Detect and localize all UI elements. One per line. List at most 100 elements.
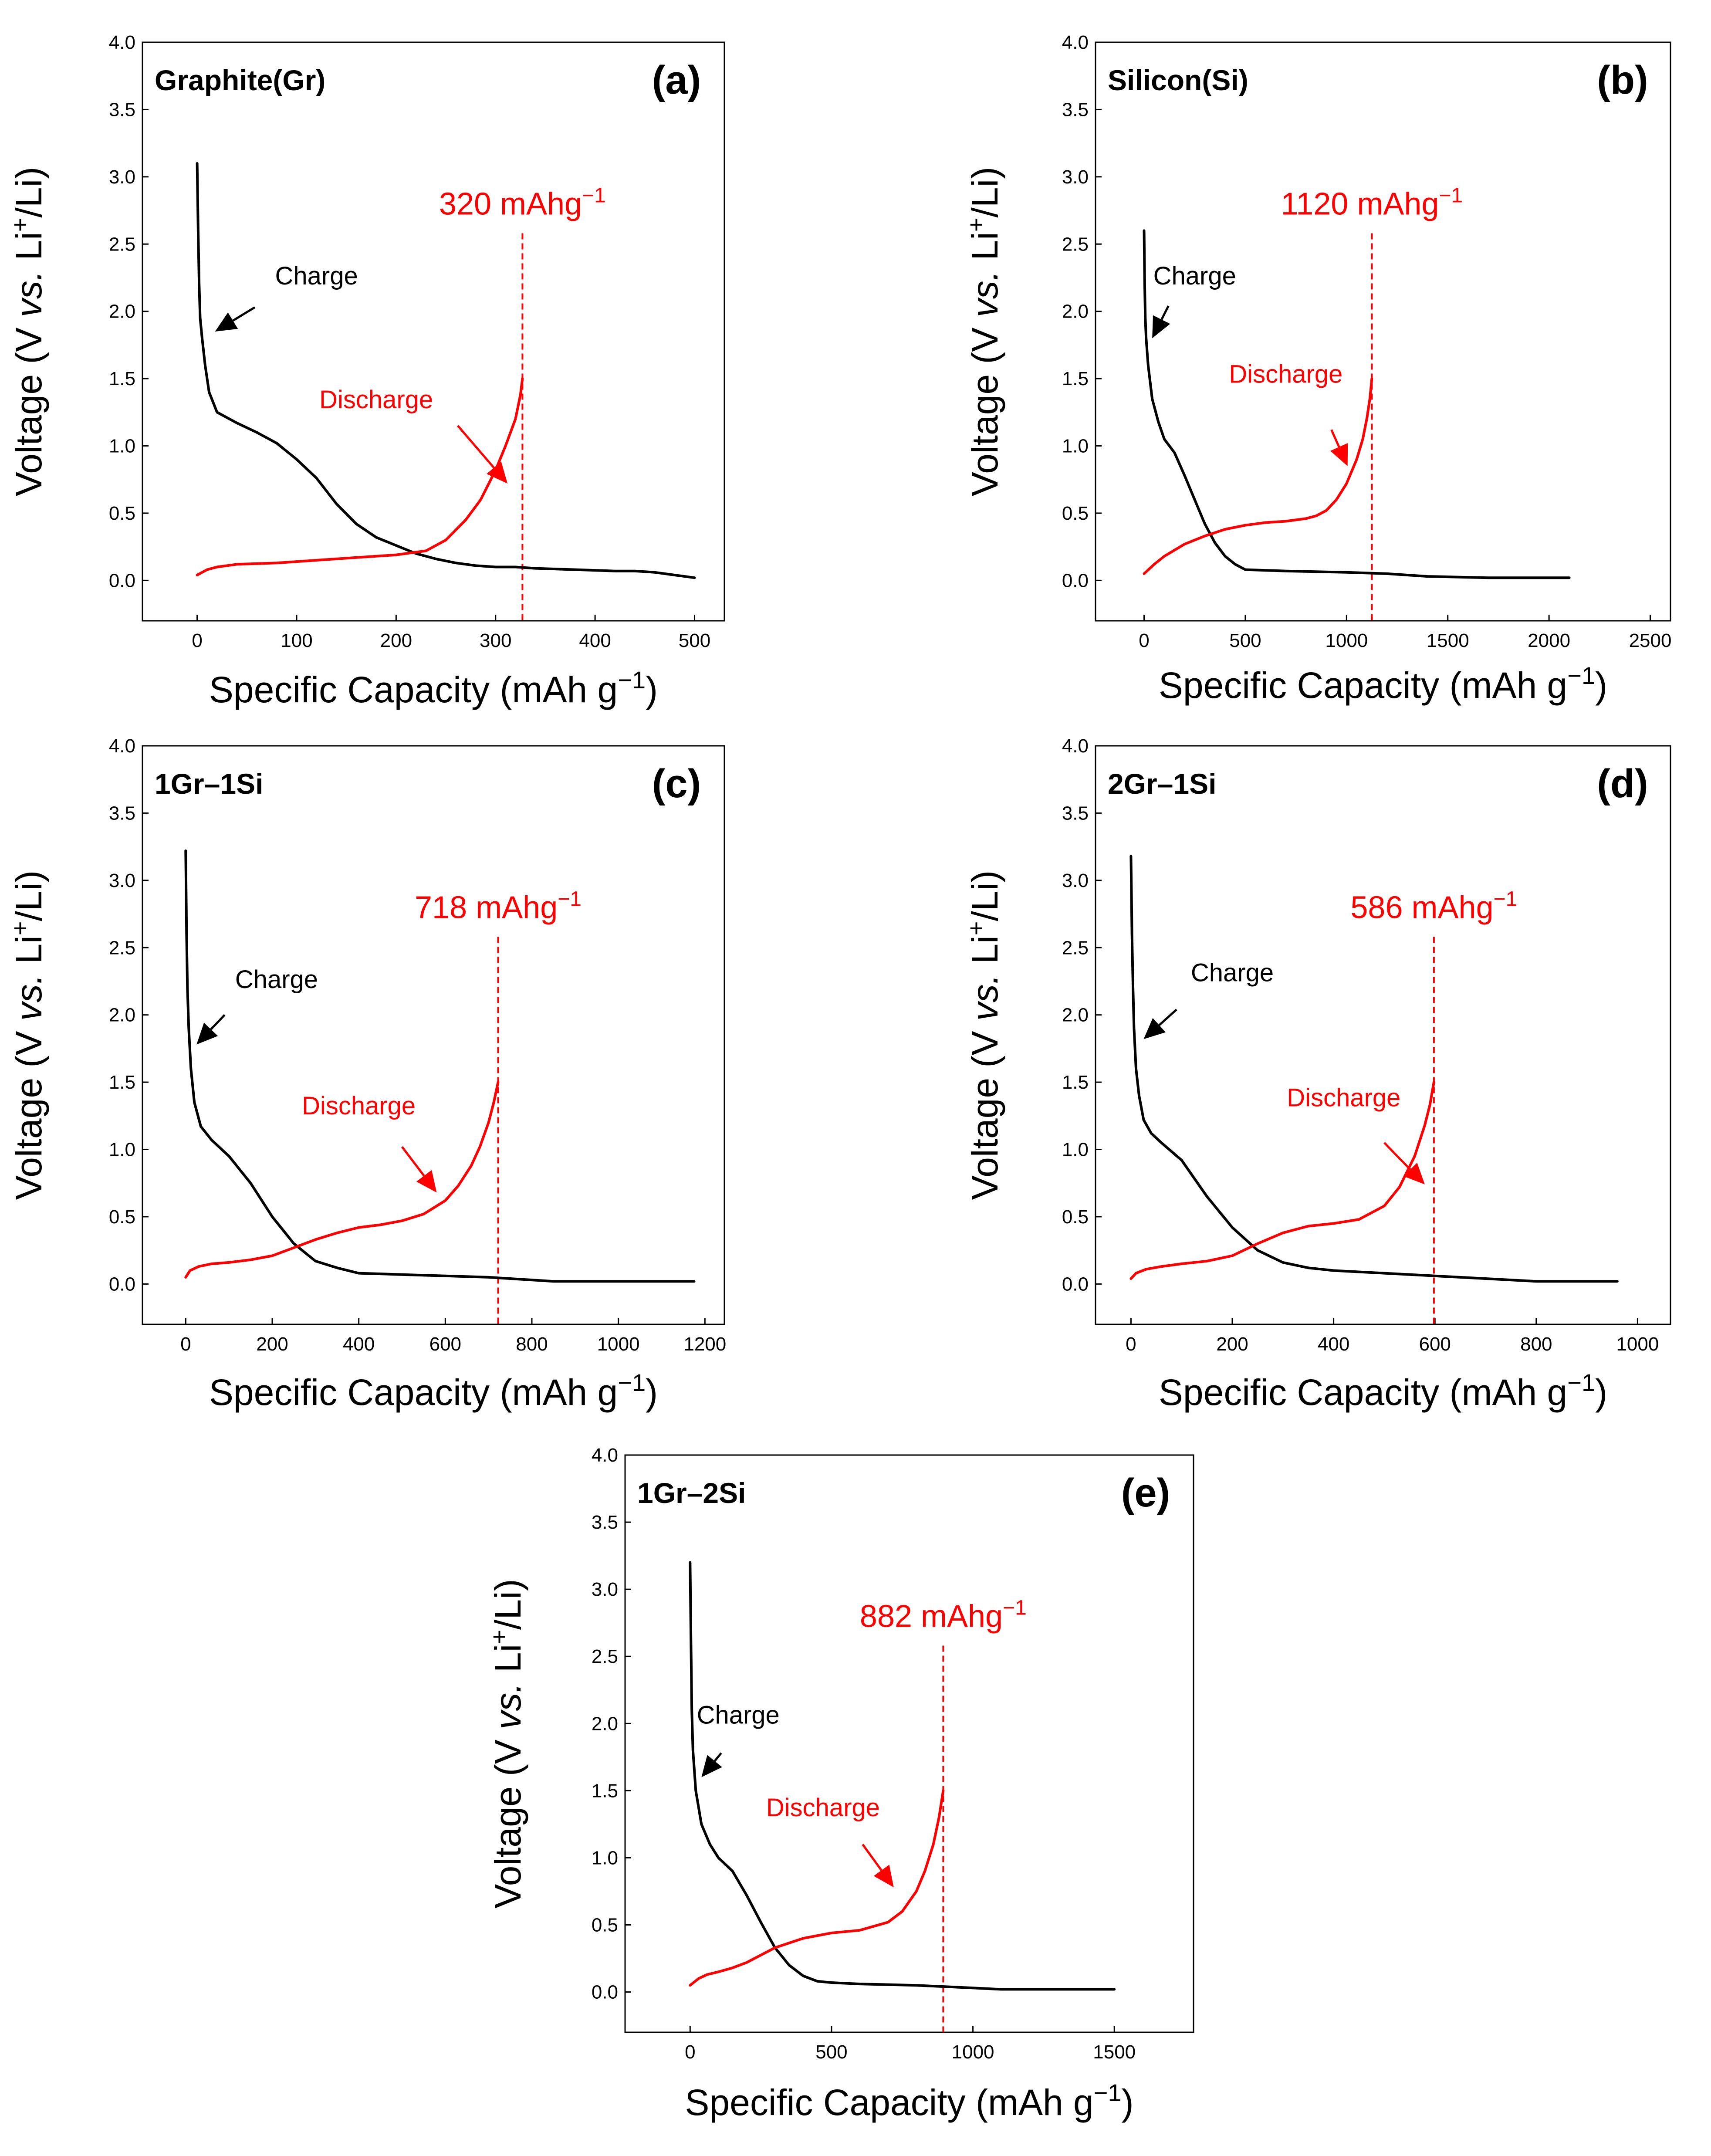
y-axis-label: Voltage (V vs. Li+/Li) [6, 167, 49, 496]
series-discharge-line [1129, 1081, 1435, 1280]
y-tick-label: 0.0 [1062, 570, 1089, 591]
discharge-arrow [457, 425, 508, 484]
x-tick-label: 0 [180, 1334, 191, 1355]
y-axis-label: Voltage (V vs. Li+/Li) [6, 870, 49, 1200]
sample-label: 2Gr–1Si [1108, 768, 1217, 800]
charge-arrow-shaft [1160, 305, 1170, 320]
y-tick-label: 4.0 [1062, 32, 1089, 53]
x-tick-label: 400 [1318, 1334, 1349, 1355]
y-tick-label: 0.5 [592, 1914, 618, 1936]
capacity-label: 882 mAhg−1 [860, 1596, 1027, 1634]
y-tick-label: 1.5 [109, 368, 135, 389]
y-tick-label: 1.0 [592, 1847, 618, 1868]
discharge-arrow-shaft [862, 1844, 883, 1871]
y-axis-label: Voltage (V vs. Li+/Li) [962, 870, 1005, 1200]
x-axis-label: Specific Capacity (mAh g−1) [685, 2079, 1133, 2123]
y-tick-label: 2.0 [109, 1005, 135, 1026]
x-tick-label: 400 [343, 1334, 375, 1355]
chart-panel-e: 0.0 0.5 1.0 1.5 2.0 2.5 3.0 3.5 4.0 0 500 1000 1500 S… [485, 1445, 1194, 2123]
x-tick-label: 2000 [1528, 630, 1570, 651]
y-tick-label: 0.0 [592, 1982, 618, 2003]
discharge-arrow-shaft [1330, 429, 1340, 448]
chart-panel-c: 0.0 0.5 1.0 1.5 2.0 2.5 3.0 3.5 4.0 0 200 400 600 800… [6, 735, 726, 1413]
y-tick-label: 2.5 [1062, 937, 1089, 958]
x-tick-label: 800 [516, 1334, 548, 1355]
y-tick-label: 1.5 [1062, 1072, 1089, 1093]
charge-annotation: Charge [1153, 262, 1236, 290]
series-charge-line [196, 162, 696, 579]
x-tick-label: 0 [685, 2041, 695, 2063]
y-tick-label: 0.0 [109, 570, 135, 591]
y-tick-label: 2.5 [109, 234, 135, 255]
x-tick-label: 600 [1419, 1334, 1451, 1355]
y-tick-label: 2.5 [109, 937, 135, 958]
charge-arrow-head [1152, 315, 1170, 338]
series-discharge-line [196, 377, 524, 576]
panel-letter: (c) [652, 762, 701, 806]
x-tick-label: 1000 [597, 1334, 640, 1355]
charge-arrow [1143, 1009, 1177, 1039]
discharge-arrow-shaft [1383, 1142, 1411, 1171]
sample-label: Silicon(Si) [1108, 64, 1248, 96]
sample-label: Graphite(Gr) [155, 64, 325, 96]
x-tick-label: 400 [579, 630, 611, 651]
x-tick-label: 800 [1520, 1334, 1552, 1355]
x-tick-label: 0 [192, 630, 202, 651]
discharge-arrow-head [1403, 1163, 1425, 1185]
x-tick-label: 200 [256, 1334, 288, 1355]
x-tick-label: 300 [480, 630, 511, 651]
y-tick-label: 3.5 [109, 802, 135, 824]
capacity-label: 586 mAhg−1 [1350, 887, 1517, 925]
charge-arrow [196, 1014, 226, 1045]
discharge-annotation: Discharge [319, 386, 433, 414]
y-tick-label: 1.5 [109, 1072, 135, 1093]
y-tick-label: 4.0 [592, 1445, 618, 1466]
x-tick-label: 100 [281, 630, 312, 651]
y-tick-label: 0.5 [109, 503, 135, 524]
x-axis-label: Specific Capacity (mAh g−1) [1159, 1369, 1607, 1413]
y-tick-label: 2.0 [109, 301, 135, 322]
y-tick-label: 0.5 [109, 1206, 135, 1228]
discharge-arrow [862, 1844, 894, 1888]
y-axis-label: Voltage (V vs. Li+/Li) [962, 167, 1005, 496]
charge-annotation: Charge [235, 965, 318, 994]
y-tick-label: 0.5 [1062, 503, 1089, 524]
capacity-label: 1120 mAhg−1 [1281, 184, 1463, 221]
series-discharge-line [1143, 377, 1373, 575]
x-tick-label: 200 [1216, 1334, 1248, 1355]
plot-frame [142, 745, 725, 1325]
y-tick-label: 3.0 [109, 166, 135, 188]
y-tick-label: 1.0 [109, 1139, 135, 1161]
plot-frame [1095, 41, 1671, 622]
x-tick-label: 1000 [1616, 1334, 1659, 1355]
y-tick-label: 4.0 [1062, 735, 1089, 757]
y-tick-label: 1.5 [1062, 368, 1089, 389]
y-tick-label: 1.0 [109, 436, 135, 457]
y-tick-label: 4.0 [109, 735, 135, 757]
y-axis-label: Voltage (V vs. Li+/Li) [485, 1579, 528, 1908]
charge-arrow-shaft [232, 306, 256, 322]
panel-letter: (e) [1121, 1471, 1170, 1515]
x-tick-label: 1000 [1325, 630, 1368, 651]
plot-frame [624, 1454, 1194, 2033]
discharge-arrow-head [416, 1170, 437, 1193]
panel-letter: (d) [1597, 762, 1648, 806]
y-tick-label: 3.0 [1062, 166, 1089, 188]
x-tick-label: 600 [429, 1334, 461, 1355]
discharge-annotation: Discharge [1287, 1084, 1400, 1112]
discharge-annotation: Discharge [1229, 360, 1342, 388]
y-tick-label: 3.0 [109, 870, 135, 891]
y-tick-label: 1.5 [592, 1780, 618, 1801]
charge-arrow [701, 1752, 722, 1777]
series-charge-line [1143, 229, 1571, 579]
panel-letter: (a) [652, 58, 701, 102]
y-tick-label: 2.5 [592, 1646, 618, 1667]
chart-panel-b: 0.0 0.5 1.0 1.5 2.0 2.5 3.0 3.5 4.0 0 500 1000 1500 2… [962, 32, 1671, 706]
x-tick-label: 2500 [1629, 630, 1672, 651]
chart-panel-d: 0.0 0.5 1.0 1.5 2.0 2.5 3.0 3.5 4.0 0 200 400 600 800… [962, 735, 1671, 1413]
x-axis-label: Specific Capacity (mAh g−1) [209, 666, 658, 710]
charge-arrow-shaft [1158, 1009, 1177, 1026]
plot-frame [1095, 745, 1671, 1325]
charge-arrow [1152, 305, 1170, 338]
